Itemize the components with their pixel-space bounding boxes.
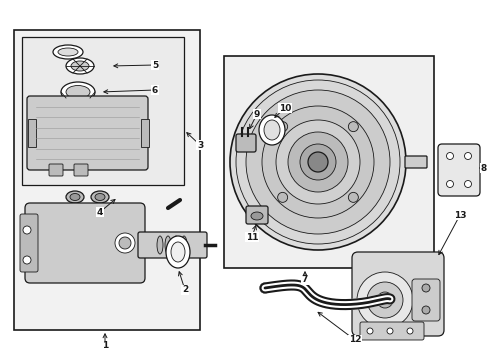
Bar	[14, 30, 200, 330]
Circle shape	[446, 180, 452, 188]
Ellipse shape	[173, 236, 179, 254]
Ellipse shape	[53, 45, 83, 59]
Ellipse shape	[66, 58, 94, 74]
Ellipse shape	[259, 115, 285, 145]
FancyBboxPatch shape	[437, 144, 479, 196]
Circle shape	[347, 122, 358, 132]
Ellipse shape	[164, 236, 171, 254]
Circle shape	[23, 256, 31, 264]
Bar	[22, 37, 183, 185]
Circle shape	[260, 283, 269, 293]
Ellipse shape	[171, 242, 184, 262]
FancyBboxPatch shape	[236, 134, 256, 152]
Ellipse shape	[91, 191, 109, 203]
FancyBboxPatch shape	[20, 214, 38, 272]
Circle shape	[366, 328, 372, 334]
Circle shape	[119, 237, 131, 249]
Circle shape	[115, 233, 135, 253]
Circle shape	[386, 328, 392, 334]
Text: 12: 12	[348, 336, 361, 345]
FancyBboxPatch shape	[138, 232, 206, 258]
Ellipse shape	[66, 191, 84, 203]
Ellipse shape	[71, 61, 89, 71]
FancyBboxPatch shape	[25, 203, 145, 283]
Text: 7: 7	[301, 275, 307, 284]
Text: 13: 13	[453, 211, 465, 220]
Ellipse shape	[157, 236, 163, 254]
FancyBboxPatch shape	[27, 96, 148, 170]
Text: 8: 8	[480, 163, 486, 172]
Text: 9: 9	[253, 109, 260, 118]
Circle shape	[376, 292, 392, 308]
Text: 6: 6	[152, 86, 158, 95]
Bar	[28, 119, 36, 147]
Text: 10: 10	[278, 104, 290, 112]
FancyBboxPatch shape	[411, 279, 439, 321]
FancyBboxPatch shape	[49, 164, 63, 176]
Ellipse shape	[95, 194, 105, 201]
Circle shape	[406, 328, 412, 334]
Circle shape	[299, 144, 335, 180]
Circle shape	[421, 284, 429, 292]
Circle shape	[421, 306, 429, 314]
Ellipse shape	[181, 236, 186, 254]
Circle shape	[277, 192, 287, 202]
Ellipse shape	[61, 82, 95, 102]
Text: 2: 2	[182, 285, 188, 294]
Text: 4: 4	[97, 207, 103, 216]
FancyBboxPatch shape	[245, 206, 267, 224]
FancyBboxPatch shape	[404, 156, 426, 168]
Circle shape	[347, 192, 358, 202]
Circle shape	[275, 120, 359, 204]
FancyBboxPatch shape	[359, 322, 423, 340]
Ellipse shape	[58, 48, 78, 56]
Circle shape	[446, 153, 452, 159]
Circle shape	[307, 152, 327, 172]
Ellipse shape	[264, 120, 280, 140]
FancyBboxPatch shape	[74, 164, 88, 176]
Ellipse shape	[165, 236, 190, 268]
Text: 1: 1	[102, 342, 108, 351]
Text: 3: 3	[197, 140, 203, 149]
Circle shape	[287, 132, 347, 192]
Circle shape	[356, 272, 412, 328]
Circle shape	[245, 90, 389, 234]
Circle shape	[383, 293, 395, 305]
Circle shape	[277, 122, 287, 132]
Text: 11: 11	[245, 233, 258, 242]
Text: 5: 5	[152, 60, 158, 69]
Ellipse shape	[70, 194, 80, 201]
FancyBboxPatch shape	[351, 252, 443, 336]
Circle shape	[464, 153, 470, 159]
Circle shape	[262, 106, 373, 218]
Circle shape	[229, 74, 405, 250]
Bar	[141, 119, 149, 147]
Ellipse shape	[250, 212, 263, 220]
Circle shape	[23, 226, 31, 234]
Bar	[224, 56, 433, 268]
Circle shape	[464, 180, 470, 188]
Circle shape	[236, 80, 399, 244]
Ellipse shape	[66, 86, 90, 99]
Circle shape	[366, 282, 402, 318]
